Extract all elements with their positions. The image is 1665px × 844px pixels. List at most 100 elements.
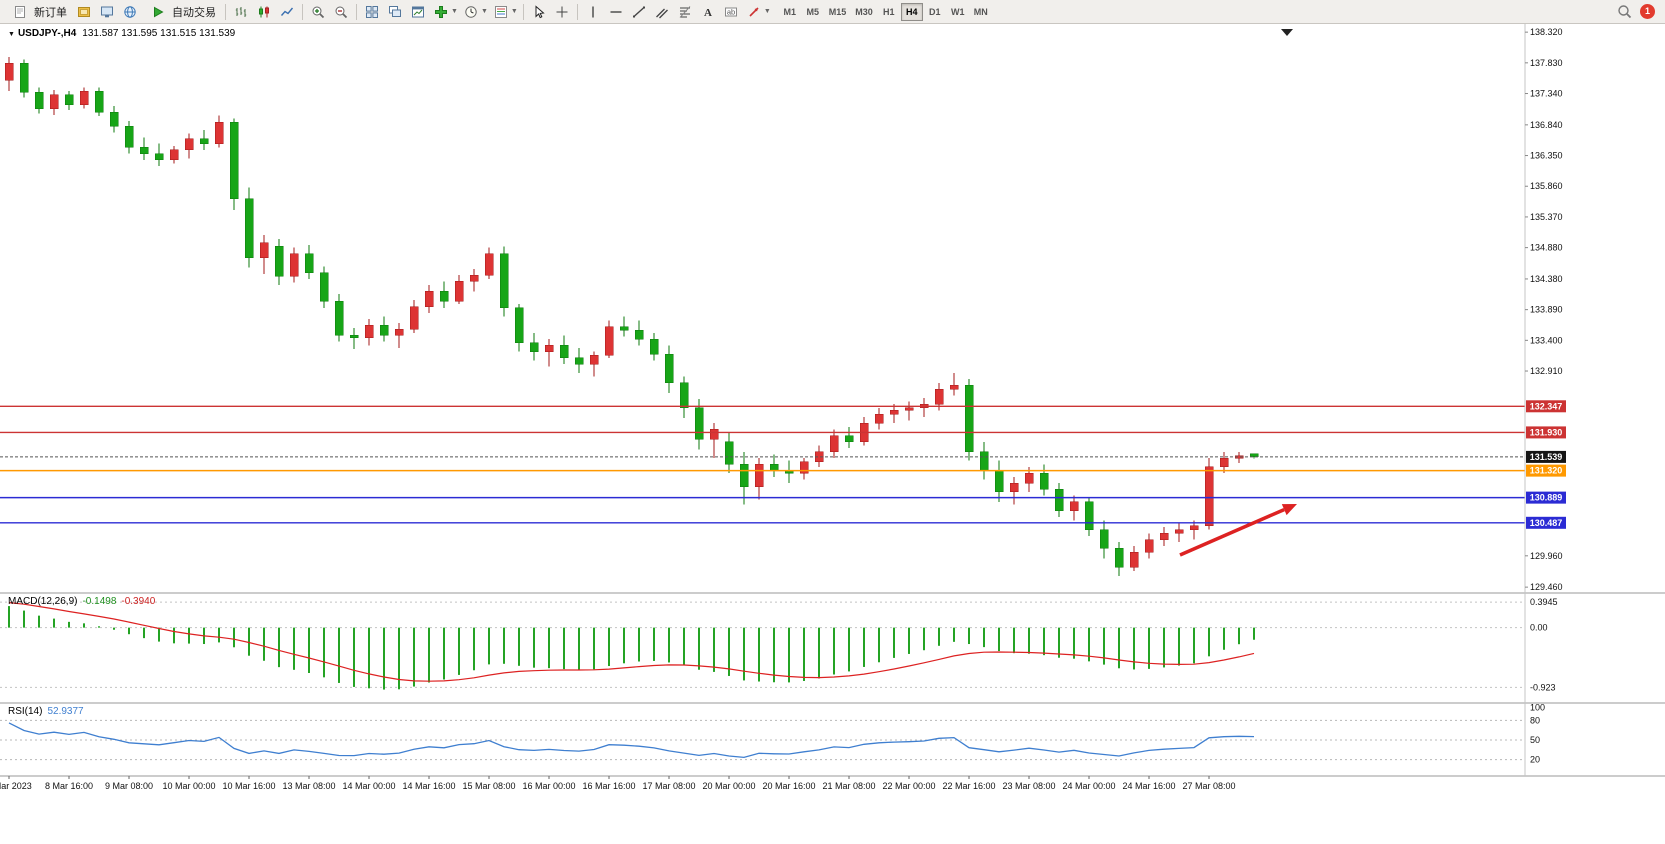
dropdown-caret-icon[interactable]: ▼ <box>510 8 518 15</box>
macd-indicator: 0.3945 0.00 -0.923 <box>0 597 1558 692</box>
cascade-windows-icon[interactable] <box>384 1 406 23</box>
timeframe-h1[interactable]: H1 <box>878 3 900 21</box>
metaquotes-community-icon[interactable] <box>119 1 141 23</box>
periods-clock-icon[interactable] <box>460 1 482 23</box>
dropdown-caret-icon[interactable]: ▼ <box>763 8 771 15</box>
cursor-icon[interactable] <box>528 1 550 23</box>
toolbar-separator <box>522 3 524 20</box>
svg-text:131.539: 131.539 <box>1530 452 1563 462</box>
new-chart-window-icon[interactable] <box>407 1 429 23</box>
price-badge <box>1526 400 1566 413</box>
line-chart-icon[interactable] <box>276 1 298 23</box>
time-axis-label: 23 Mar 08:00 <box>1002 781 1055 791</box>
svg-text:A: A <box>704 7 712 19</box>
autotrading-button[interactable]: 自动交易 <box>142 2 221 22</box>
timeframe-toolbar: M1 M5 M15 M30 H1 H4 D1 W1 MN <box>779 2 992 21</box>
expand-triangle-icon[interactable]: ▼ <box>8 31 15 38</box>
arrows-tool-icon[interactable] <box>743 1 765 23</box>
svg-text:131.320: 131.320 <box>1530 466 1563 476</box>
time-axis-label: 20 Mar 16:00 <box>762 781 815 791</box>
templates-icon[interactable] <box>490 1 512 23</box>
timeframe-w1[interactable]: W1 <box>947 3 969 21</box>
trendline-icon[interactable] <box>628 1 650 23</box>
price-axis-label: 137.830 <box>1530 58 1563 68</box>
macd-axis-label: 0.00 <box>1530 623 1548 633</box>
bar-chart-icon[interactable] <box>230 1 252 23</box>
macd-axis-label: -0.923 <box>1530 682 1556 692</box>
price-axis-label: 136.840 <box>1530 120 1563 130</box>
price-badge <box>1526 426 1566 439</box>
trend-arrow-object[interactable] <box>1179 507 1285 557</box>
svg-text:131.930: 131.930 <box>1530 427 1563 437</box>
tile-windows-icon[interactable] <box>361 1 383 23</box>
chart-background <box>0 24 1665 844</box>
toolbar-separator <box>356 3 357 20</box>
current-price-badge <box>1526 450 1566 463</box>
timeframe-m30[interactable]: M30 <box>851 3 877 21</box>
time-axis-label: 20 Mar 00:00 <box>702 781 755 791</box>
svg-text:ab: ab <box>727 7 735 16</box>
time-axis-label: 14 Mar 16:00 <box>402 781 455 791</box>
time-axis-label: 13 Mar 08:00 <box>282 781 335 791</box>
dropdown-caret-icon[interactable]: ▼ <box>480 8 488 15</box>
zoom-in-icon[interactable] <box>307 1 329 23</box>
timeframe-m1[interactable]: M1 <box>779 3 801 21</box>
price-badge <box>1526 464 1566 477</box>
toolbar-separator <box>225 3 226 20</box>
svg-text:130.487: 130.487 <box>1530 518 1563 528</box>
rsi-line <box>8 722 1255 759</box>
rsi-axis-label: 100 <box>1530 702 1545 712</box>
price-axis-label: 135.860 <box>1530 181 1563 191</box>
timeframe-d1[interactable]: D1 <box>924 3 946 21</box>
price-axis-label: 132.910 <box>1530 366 1563 376</box>
horizontal-line-icon[interactable] <box>605 1 627 23</box>
time-axis-label: 21 Mar 08:00 <box>822 781 875 791</box>
price-axis-label: 133.890 <box>1530 305 1563 315</box>
time-axis-label: 14 Mar 00:00 <box>342 781 395 791</box>
macd-axis-label: 0.3945 <box>1530 597 1558 607</box>
terminal-panel-icon[interactable] <box>96 1 118 23</box>
timeframe-mn[interactable]: MN <box>970 3 992 21</box>
toolbar-separator <box>302 3 303 20</box>
timeframe-m15[interactable]: M15 <box>825 3 851 21</box>
price-axis-label: 137.340 <box>1530 89 1563 99</box>
price-line-objects: 132.347 131.930 131.320 130.889 130.487 <box>0 400 1566 529</box>
time-axis-label: 16 Mar 16:00 <box>582 781 635 791</box>
vertical-line-icon[interactable] <box>582 1 604 23</box>
text-label-icon[interactable]: ab <box>720 1 742 23</box>
price-axis-label: 129.460 <box>1530 582 1563 592</box>
candlestick-series <box>4 57 1259 576</box>
rsi-indicator: 100 80 50 20 <box>0 702 1545 765</box>
new-order-button[interactable]: 新订单 <box>4 2 72 22</box>
price-axis[interactable]: 138.320 137.830 137.340 136.840 136.350 135.8… <box>1525 27 1563 592</box>
price-badge <box>1526 491 1566 504</box>
candlestick-chart-icon[interactable] <box>253 1 275 23</box>
svg-text:132.347: 132.347 <box>1530 401 1563 411</box>
timeframe-m5[interactable]: M5 <box>802 3 824 21</box>
fibonacci-icon[interactable] <box>674 1 696 23</box>
notification-badge[interactable]: 1 <box>1640 4 1655 19</box>
metaeditor-icon[interactable] <box>73 1 95 23</box>
time-axis[interactable]: 8 Mar 2023 8 Mar 16:00 9 Mar 08:00 10 Mar 0… <box>0 776 1236 791</box>
rsi-axis-label: 80 <box>1530 715 1540 725</box>
timeframe-h4[interactable]: H4 <box>900 2 923 21</box>
dropdown-caret-icon[interactable]: ▼ <box>451 8 458 15</box>
time-axis-label: 24 Mar 00:00 <box>1062 781 1115 791</box>
text-icon[interactable]: A <box>697 1 719 23</box>
price-axis-label: 133.400 <box>1530 335 1563 345</box>
main-toolbar: 新订单 自动交易 ▼ ▼ ▼ A ab ▼ <box>0 0 1665 24</box>
time-axis-label: 8 Mar 2023 <box>0 781 32 791</box>
time-axis-label: 24 Mar 16:00 <box>1122 781 1175 791</box>
zoom-out-icon[interactable] <box>330 1 352 23</box>
time-axis-label: 10 Mar 16:00 <box>222 781 275 791</box>
price-badge <box>1526 516 1566 529</box>
time-axis-label: 9 Mar 08:00 <box>105 781 153 791</box>
trend-arrow-head <box>1281 504 1297 516</box>
equidistant-channel-icon[interactable] <box>651 1 673 23</box>
indicators-icon[interactable] <box>430 1 452 23</box>
crosshair-icon[interactable] <box>551 1 573 23</box>
chart-shift-marker[interactable] <box>1281 29 1293 36</box>
search-icon[interactable] <box>1613 1 1635 23</box>
